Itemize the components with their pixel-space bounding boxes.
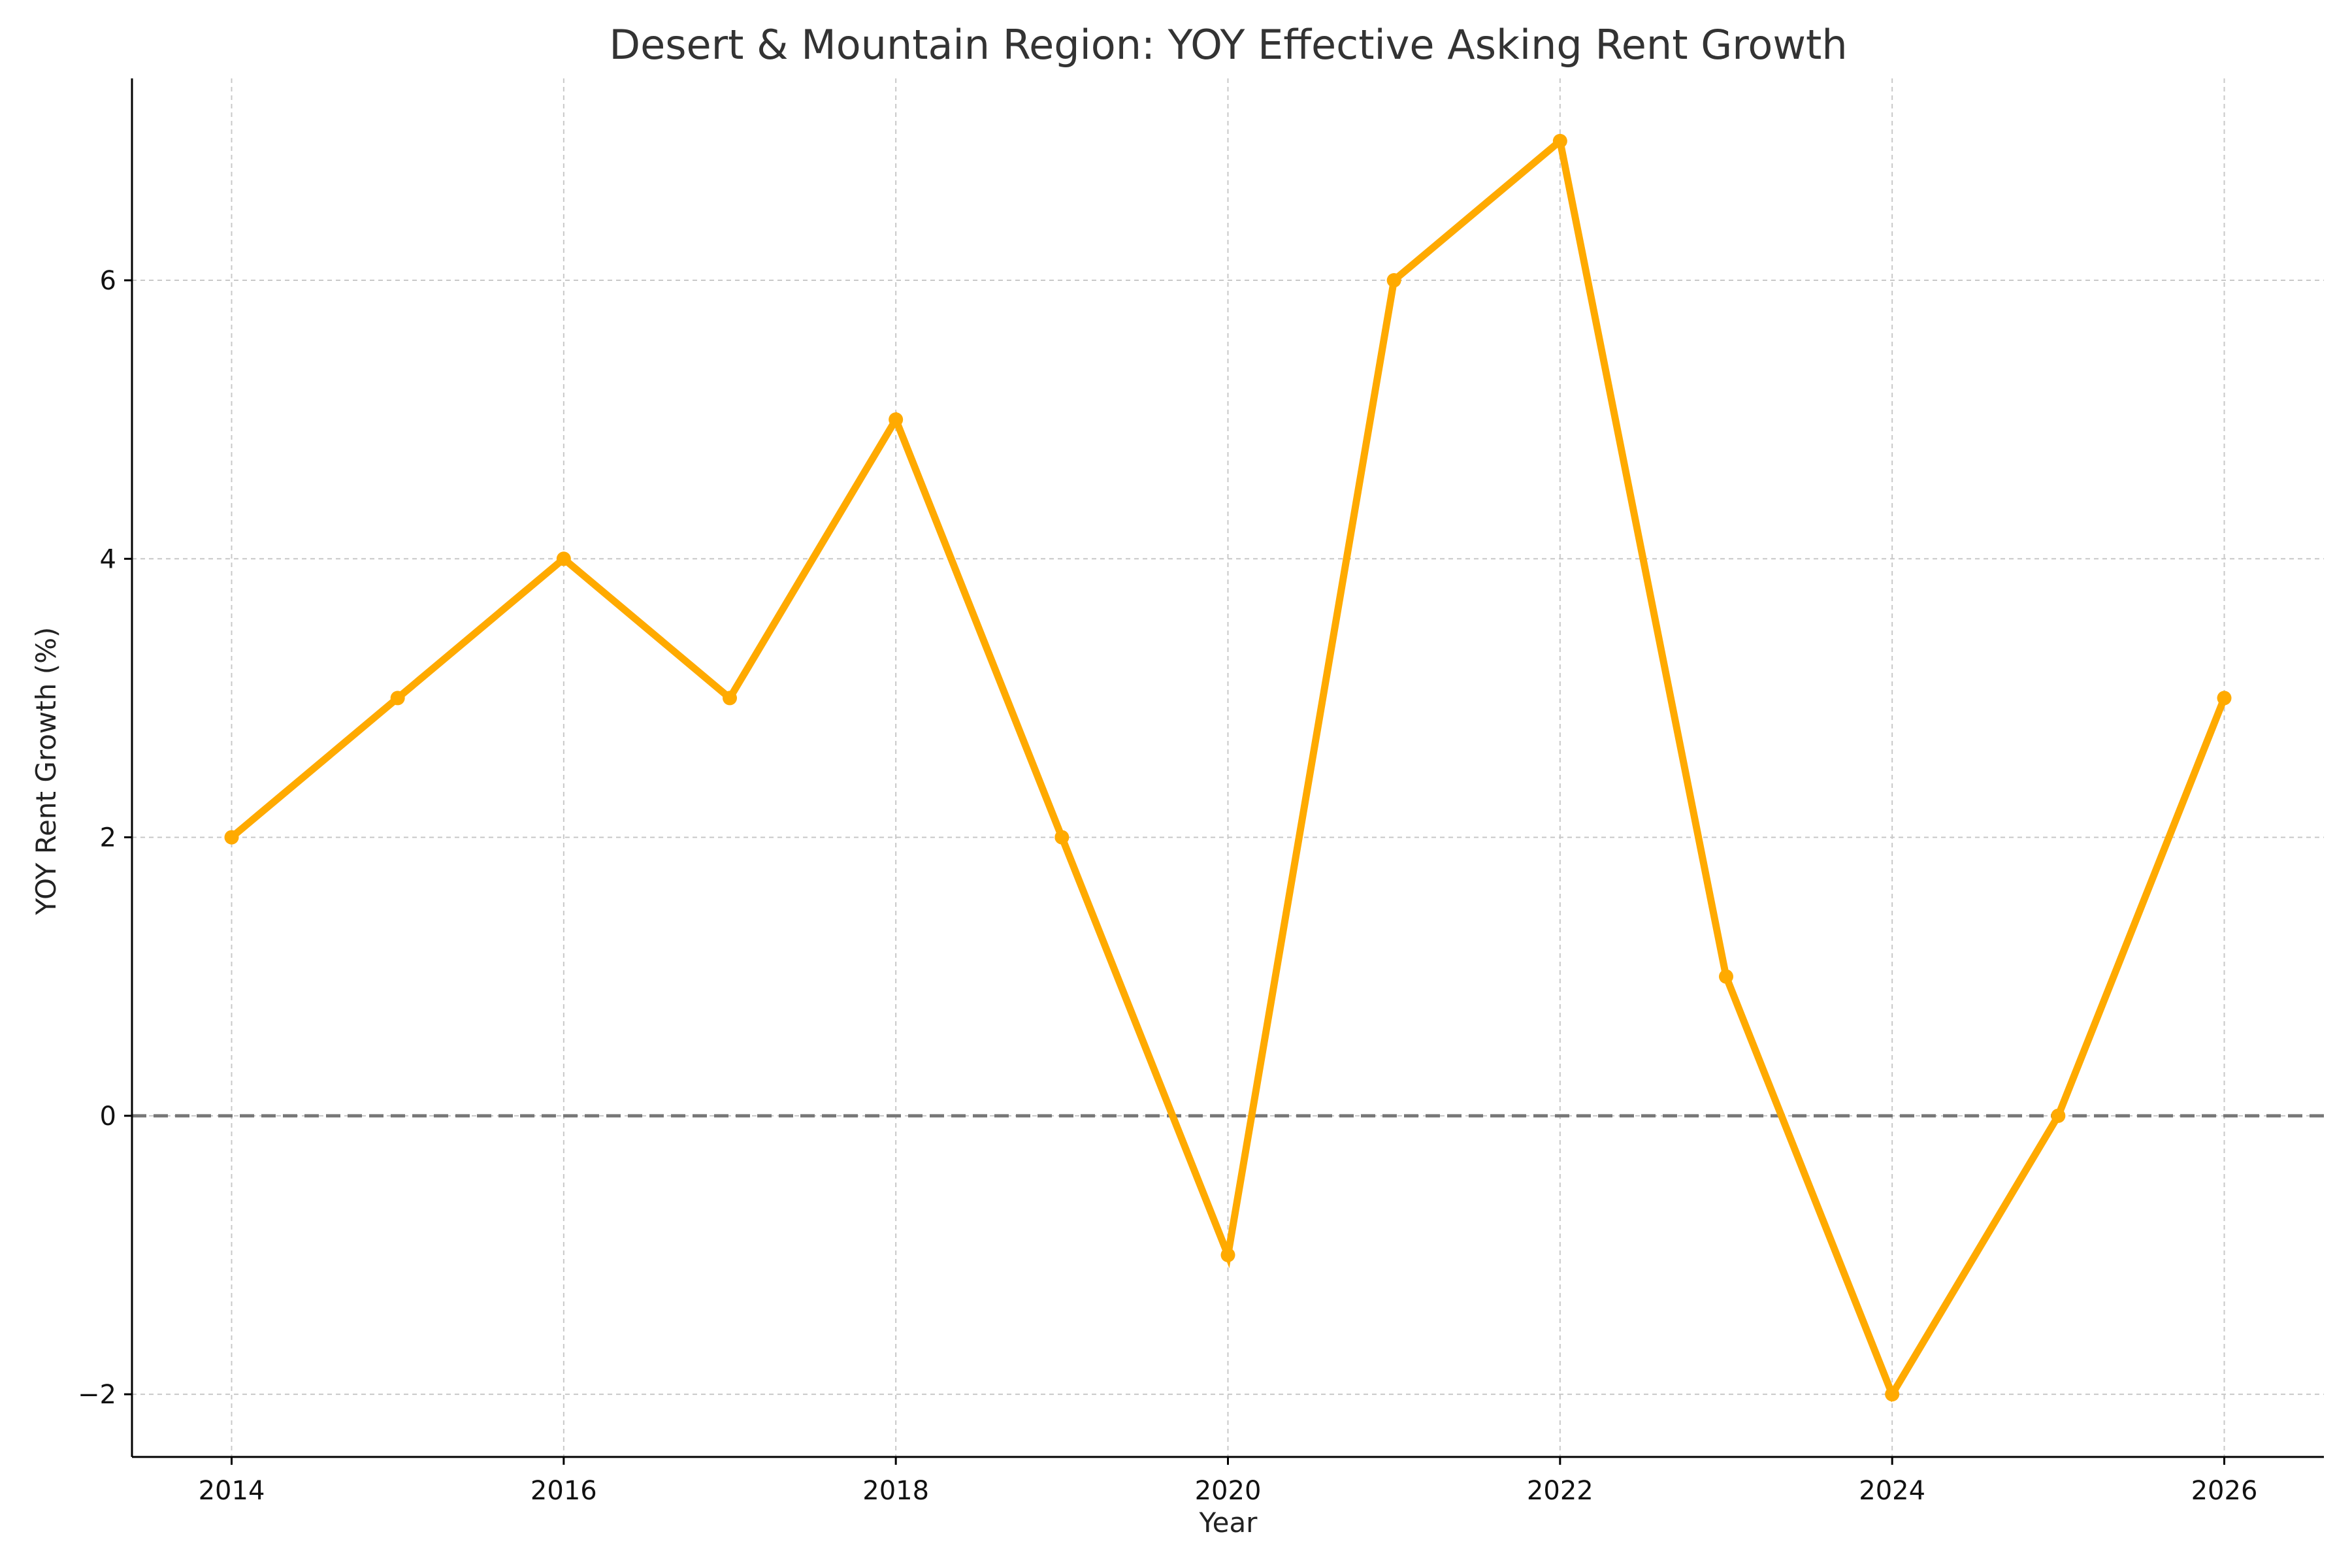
data-point [1552,133,1567,148]
x-tick-label: 2018 [862,1476,929,1506]
data-point [1054,830,1070,845]
data-point [889,412,904,427]
data-point [224,830,239,845]
x-tick-label: 2026 [2191,1476,2258,1506]
x-axis-label: Year [1199,1507,1258,1539]
series-group [224,133,2232,1403]
chart-title: Desert & Mountain Region: YOY Effective … [609,21,1847,69]
y-axis-label: YOY Rent Growth (%) [30,627,62,916]
data-point [556,551,571,566]
data-point [1220,1247,1235,1262]
data-point [2217,691,2232,706]
data-point [2051,1108,2066,1123]
y-tick-label: 2 [100,823,116,853]
tick-labels: 2014 2016 2018 2020 2022 2024 2026 −2 0 2 4 6 [78,266,2257,1506]
y-tick-label: 0 [100,1102,116,1132]
data-point [1885,1387,1900,1402]
x-tick-label: 2016 [531,1476,597,1506]
x-tick-label: 2020 [1195,1476,1262,1506]
y-tick-label: 6 [100,266,116,296]
y-tick-label: 4 [100,544,116,574]
data-point [1386,273,1401,288]
data-point [723,691,737,706]
x-tick-label: 2014 [199,1476,265,1506]
x-tick-label: 2022 [1527,1476,1593,1506]
data-point [390,691,405,706]
data-point [1719,969,1733,984]
y-tick-label: −2 [78,1380,116,1410]
gridlines [132,78,2324,1457]
x-tick-label: 2024 [1859,1476,1925,1506]
